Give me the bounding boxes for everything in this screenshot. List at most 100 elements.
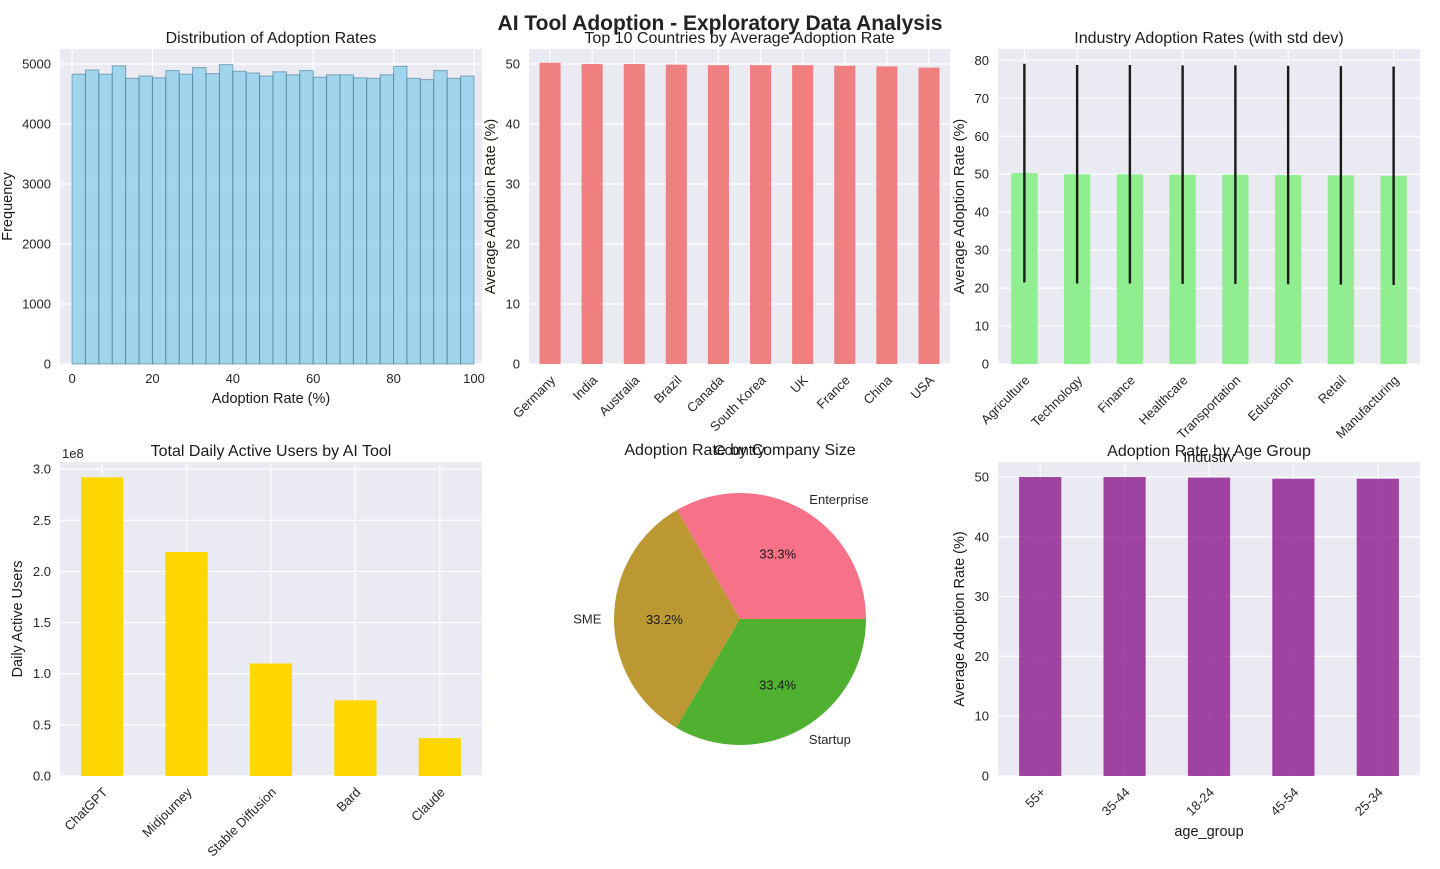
users-xtick-label: ChatGPT (61, 784, 110, 833)
hist-bar (339, 74, 354, 365)
pie-pct-label: 33.2% (646, 612, 683, 627)
countries-xtick-label: Australia (596, 372, 643, 419)
hist-bar (232, 70, 247, 365)
countries-xtick-label: China (860, 372, 895, 407)
age-xlabel: age_group (1174, 824, 1243, 840)
industry-ytick-label: 40 (975, 205, 989, 220)
industry-ylabel: Average Adoption Rate (%) (952, 119, 968, 294)
industry-ytick-label: 50 (975, 167, 989, 182)
age-ytick-label: 50 (975, 469, 989, 484)
countries-ytick-label: 0 (513, 357, 520, 372)
hist-bar (393, 65, 408, 365)
hist-ytick-label: 0 (44, 357, 51, 372)
countries-bar (539, 62, 561, 365)
countries-xtick-label: UK (787, 372, 811, 396)
hist-xtick-label: 100 (463, 371, 485, 386)
hist-ylabel: Frequency (0, 172, 16, 241)
hist-bar (71, 73, 86, 365)
countries-ylabel: Average Adoption Rate (%) (483, 119, 499, 294)
countries-bar (834, 65, 856, 365)
countries-xlabel: Country (714, 443, 766, 459)
countries-ytick-label: 10 (506, 297, 520, 312)
age-axes: 0 10 20 30 40 50 Adoption Rate by Age Group Ave… (952, 443, 1420, 840)
industry-xtick-label: Education (1245, 373, 1296, 424)
pie-pct-label: 33.3% (759, 547, 796, 562)
hist-bar (138, 75, 153, 365)
users-ytick-label: 3.0 (33, 462, 51, 477)
hist-axes: 0 1000 2000 3000 4000 5000 Distribution of Ado… (0, 30, 485, 407)
age-bar (1272, 478, 1315, 776)
countries-bar (876, 66, 898, 365)
hist-ytick-label: 2000 (22, 237, 51, 252)
hist-bar (125, 77, 140, 365)
hist-ytick-label: 3000 (22, 177, 51, 192)
hist-bar (205, 73, 220, 365)
industry-xtick-label: Retail (1315, 372, 1349, 406)
hist-xlabel: Adoption Rate (%) (212, 391, 330, 407)
industry-title: Industry Adoption Rates (with std dev) (1074, 30, 1343, 47)
age-bar (1356, 478, 1399, 776)
industry-ytick-label: 0 (982, 357, 989, 372)
hist-ytick-label: 1000 (22, 297, 51, 312)
age-bar (1019, 476, 1062, 776)
hist-bar (84, 69, 100, 365)
hist-bar (178, 73, 194, 365)
pie-axes: Adoption Rate by Company Size Enterprise 3… (573, 442, 868, 747)
industry-xtick-label: Healthcare (1136, 373, 1191, 428)
hist-bar (326, 74, 341, 365)
age-ytick-label: 10 (975, 709, 989, 724)
hist-bar (312, 76, 328, 365)
hist-bar (366, 77, 381, 365)
users-xtick-label: Claude (408, 785, 448, 825)
age-bar (1103, 476, 1146, 776)
countries-xtick-label: Brazil (651, 372, 685, 406)
industry-xtick-label: Agriculture (978, 373, 1033, 428)
age-bar (1187, 477, 1231, 776)
age-title: Adoption Rate by Age Group (1107, 443, 1311, 460)
hist-ytick-label: 4000 (22, 117, 51, 132)
users-bar (249, 663, 293, 776)
users-xtick-label: Stable Diffusion (204, 785, 279, 860)
countries-xtick-label: India (570, 372, 601, 403)
users-ytick-label: 0.5 (33, 717, 51, 732)
industry-ytick-label: 10 (975, 319, 989, 334)
hist-bar (245, 72, 261, 365)
age-ytick-label: 30 (975, 589, 989, 604)
pie-slice (677, 493, 867, 619)
industry-axes: 0 10 20 30 40 50 60 70 80 Industry Adoption Rates… (952, 30, 1420, 466)
users-bar (418, 738, 461, 776)
hist-title: Distribution of Adoption Rates (166, 30, 377, 47)
countries-bar (581, 64, 603, 364)
users-axes: 0.0 0.5 1.0 1.5 2.0 2.5 3.0 Total Daily Active … (10, 443, 482, 859)
countries-xtick-label: Germany (510, 372, 559, 421)
countries-bar (623, 64, 645, 364)
age-ytick-label: 0 (982, 769, 989, 784)
age-ylabel: Average Adoption Rate (%) (952, 531, 968, 706)
countries-xtick-label: USA (908, 372, 938, 402)
users-title: Total Daily Active Users by AI Tool (151, 443, 392, 460)
hist-bar (259, 75, 274, 365)
industry-ytick-label: 70 (975, 91, 989, 106)
industry-ytick-label: 80 (975, 53, 989, 68)
industry-ytick-label: 60 (975, 129, 989, 144)
hist-bar (272, 71, 287, 365)
users-bar (165, 552, 208, 776)
countries-bar (750, 65, 772, 364)
industry-xtick-label: Technology (1028, 372, 1085, 429)
age-xtick-label: 25-34 (1352, 785, 1386, 819)
pie-title: Adoption Rate by Company Size (624, 442, 855, 459)
users-ytick-label: 2.0 (33, 564, 51, 579)
pie-slice-label: Enterprise (809, 492, 868, 507)
countries-ytick-label: 20 (506, 237, 520, 252)
hist-ytick-label: 5000 (22, 57, 51, 72)
users-xtick-label: Bard (333, 785, 363, 815)
hist-bar (218, 64, 234, 365)
hist-bar (433, 70, 448, 365)
industry-xtick-label: Finance (1095, 373, 1138, 416)
industry-plot-area (998, 49, 1420, 364)
hist-bar (446, 77, 462, 365)
age-xtick-label: 45-54 (1267, 785, 1301, 819)
countries-ytick-label: 30 (506, 177, 520, 192)
hist-bar (111, 65, 127, 365)
